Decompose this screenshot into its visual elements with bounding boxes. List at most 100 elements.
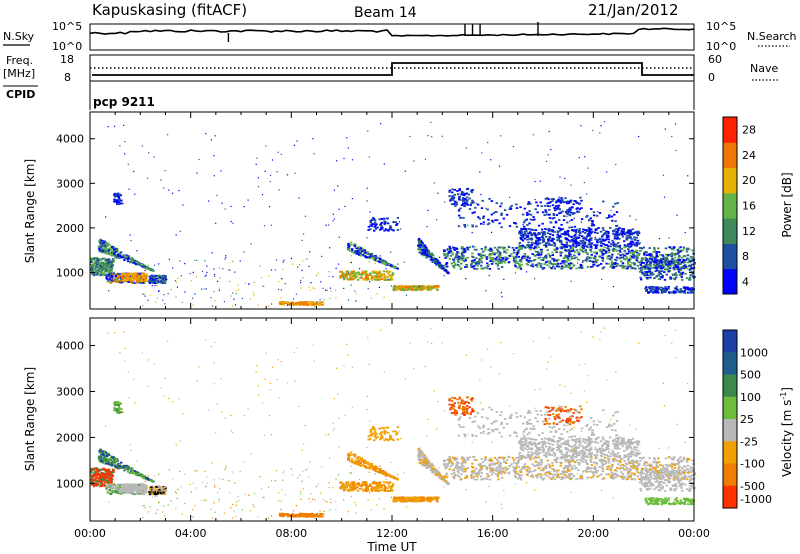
power-echo <box>677 252 680 254</box>
power-echo <box>464 259 467 262</box>
power-echo <box>356 279 360 281</box>
power-echo <box>605 236 609 238</box>
power-echo <box>144 295 146 297</box>
power-echo <box>580 221 582 223</box>
power-echo <box>133 262 136 264</box>
power-echo <box>362 250 365 252</box>
power-echo <box>534 250 537 253</box>
power-echo <box>527 241 530 244</box>
power-echo <box>578 248 582 251</box>
power-echo <box>479 171 481 173</box>
power-echo <box>115 280 118 283</box>
power-echo <box>135 279 139 282</box>
power-echo <box>629 241 633 244</box>
power-echo <box>676 249 679 251</box>
power-echo <box>109 272 112 275</box>
power-echo <box>437 264 441 267</box>
power-echo <box>498 253 501 255</box>
nsky-spikes <box>227 22 539 42</box>
power-echo <box>501 256 504 259</box>
power-echo <box>497 267 500 270</box>
power-echo <box>603 121 605 123</box>
power-echo <box>103 244 107 246</box>
power-echo <box>563 248 566 251</box>
power-echo <box>564 254 567 257</box>
power-echo <box>192 304 194 306</box>
power-echo <box>105 274 109 277</box>
power-echo <box>585 236 588 239</box>
power-echo <box>112 246 115 249</box>
power-echo <box>491 231 493 233</box>
power-echo <box>693 262 696 264</box>
power-echo <box>360 249 363 251</box>
power-echo <box>500 135 502 137</box>
power-echo <box>589 239 593 241</box>
power-echo <box>588 228 592 230</box>
power-echo <box>530 228 534 231</box>
power-echo <box>315 302 317 304</box>
velocity-echo <box>100 453 103 456</box>
power-echo <box>461 259 464 261</box>
power-echo <box>559 254 562 257</box>
power-echo <box>581 235 584 238</box>
power-echo <box>503 246 506 249</box>
power-echo <box>526 214 529 216</box>
power-echo <box>353 274 356 277</box>
power-echo <box>642 266 645 269</box>
power-echo <box>586 266 589 268</box>
power-echo <box>150 269 153 271</box>
power-echo <box>218 287 220 289</box>
velocity-echo <box>113 458 116 461</box>
power-echo <box>363 270 366 273</box>
power-echo <box>560 233 563 235</box>
power-echo <box>557 259 560 261</box>
power-echo <box>522 228 525 231</box>
power-echo <box>534 199 536 201</box>
power-echo <box>586 214 589 217</box>
power-echo <box>368 256 371 259</box>
power-echo <box>671 258 674 261</box>
power-echo <box>123 254 126 257</box>
power-echo <box>239 260 241 262</box>
power-echo <box>450 262 454 265</box>
power-echo <box>390 265 394 268</box>
power-echo <box>473 264 476 267</box>
power-echo <box>600 242 603 244</box>
power-echo <box>615 243 618 246</box>
power-echo <box>573 254 576 257</box>
power-echo <box>495 256 499 259</box>
power-echo <box>516 262 520 265</box>
power-echo <box>368 261 370 263</box>
power-echo <box>156 284 158 286</box>
power-echo <box>346 275 348 277</box>
power-echo <box>129 278 133 280</box>
power-echo <box>490 213 493 216</box>
power-echo <box>417 239 421 242</box>
velocity-echo <box>99 477 103 479</box>
power-echo <box>615 224 619 227</box>
power-echo <box>626 257 629 260</box>
power-echo <box>623 254 626 257</box>
power-echo <box>261 194 264 196</box>
power-echo <box>347 244 350 246</box>
power-echo <box>543 263 546 266</box>
power-echo <box>309 301 312 304</box>
power-echo <box>568 200 572 203</box>
power-echo <box>517 255 521 258</box>
y-tick-label: 1000 <box>56 266 84 279</box>
power-echo <box>342 278 346 281</box>
power-echo <box>684 287 687 290</box>
power-echo <box>613 243 616 246</box>
power-echo <box>112 250 115 253</box>
power-echo <box>103 264 106 266</box>
power-echo <box>519 266 522 269</box>
power-echo <box>655 250 658 253</box>
power-echo <box>426 286 429 289</box>
power-echo <box>532 229 536 231</box>
power-echo <box>658 238 660 240</box>
power-echo <box>127 163 129 165</box>
power-echo <box>143 264 146 267</box>
power-echo <box>637 232 641 234</box>
power-echo <box>105 252 108 255</box>
velocity-echo <box>123 465 126 467</box>
